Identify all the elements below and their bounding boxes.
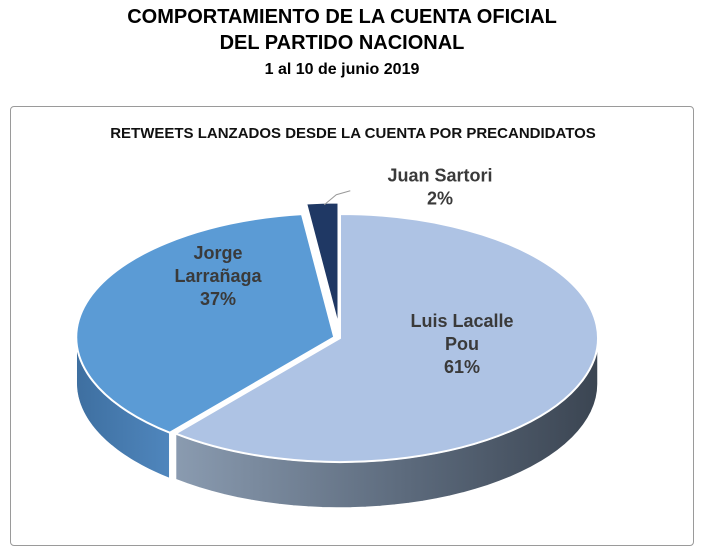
pie-slice-1 — [75, 213, 336, 434]
report-title: COMPORTAMIENTO DE LA CUENTA OFICIAL DEL … — [0, 4, 684, 56]
data-label-2: Juan Sartori 2% — [387, 166, 492, 209]
data-label-0: Luis Lacalle Pou 61% — [410, 311, 513, 377]
pie-slice-0 — [173, 212, 599, 463]
report-title-line-1: COMPORTAMIENTO DE LA CUENTA OFICIAL — [127, 6, 557, 28]
chart-title: RETWEETS LANZADOS DESDE LA CUENTA POR PR… — [110, 125, 596, 142]
pie-slice-2 — [304, 201, 340, 327]
report-title-line-2: DEL PARTIDO NACIONAL — [219, 32, 465, 54]
label-leader-line — [323, 190, 351, 206]
data-label-1: Jorge Larrañaga 37% — [174, 243, 262, 309]
report-date-range: 1 al 10 de junio 2019 — [264, 61, 420, 78]
